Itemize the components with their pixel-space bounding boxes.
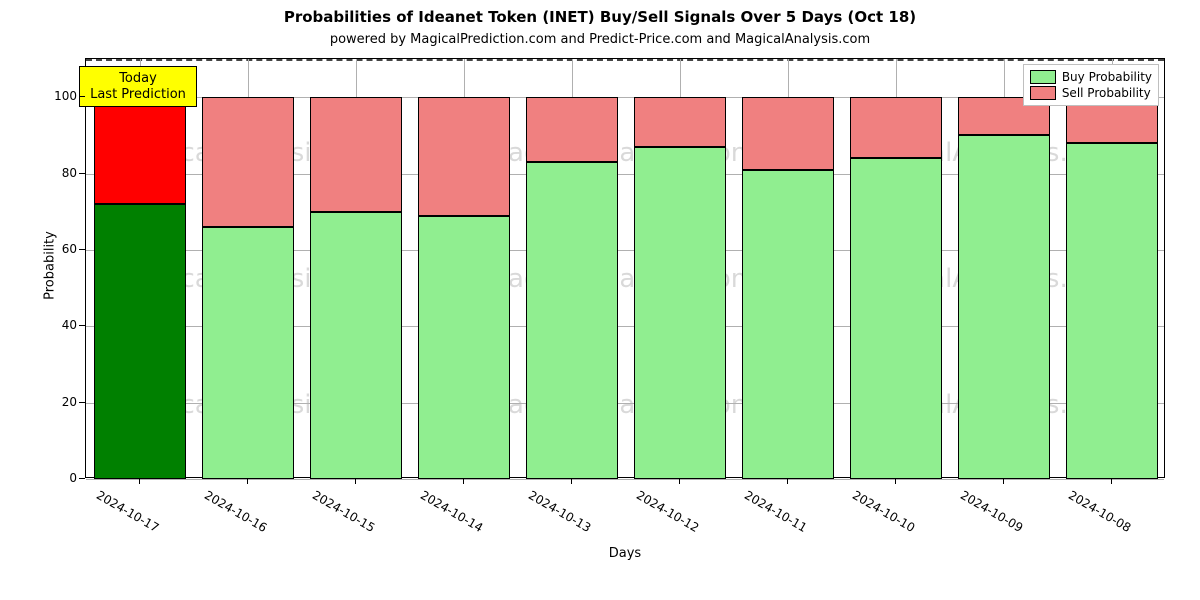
bar-sell <box>742 97 835 170</box>
bar-buy <box>1066 143 1159 479</box>
bar-sell <box>634 97 727 147</box>
xtick-mark <box>139 478 140 484</box>
xtick-label: 2024-10-16 <box>202 488 269 535</box>
bar-buy <box>202 227 295 479</box>
xtick-mark <box>1111 478 1112 484</box>
legend-item: Buy Probability <box>1030 69 1152 85</box>
bar-buy <box>526 162 619 479</box>
bar-sell <box>526 97 619 162</box>
ytick-label: 20 <box>37 395 77 409</box>
callout-line-1: Today <box>90 71 186 87</box>
bar-buy <box>634 147 727 479</box>
ytick-label: 0 <box>37 471 77 485</box>
legend: Buy Probability Sell Probability <box>1023 64 1159 106</box>
xtick-mark <box>247 478 248 484</box>
chart-subtitle: powered by MagicalPrediction.com and Pre… <box>0 32 1200 47</box>
xtick-mark <box>1003 478 1004 484</box>
legend-label: Buy Probability <box>1062 70 1152 84</box>
bar-buy <box>958 135 1051 479</box>
xtick-label: 2024-10-14 <box>418 488 485 535</box>
bar-buy <box>850 158 943 479</box>
ytick-mark <box>79 173 85 174</box>
xtick-mark <box>895 478 896 484</box>
legend-swatch <box>1030 70 1056 84</box>
ytick-label: 60 <box>37 242 77 256</box>
ytick-mark <box>79 249 85 250</box>
bar-buy <box>94 204 187 479</box>
bar-sell <box>94 97 187 204</box>
bar-buy <box>418 216 511 479</box>
ytick-label: 80 <box>37 166 77 180</box>
xtick-label: 2024-10-11 <box>742 488 809 535</box>
chart-title: Probabilities of Ideanet Token (INET) Bu… <box>0 8 1200 26</box>
today-callout: Today Last Prediction <box>79 66 197 107</box>
ytick-label: 40 <box>37 318 77 332</box>
chart-container: Probabilities of Ideanet Token (INET) Bu… <box>0 0 1200 600</box>
xtick-label: 2024-10-15 <box>310 488 377 535</box>
legend-label: Sell Probability <box>1062 86 1151 100</box>
x-axis-label: Days <box>85 546 1165 561</box>
xtick-label: 2024-10-12 <box>634 488 701 535</box>
ytick-mark <box>79 96 85 97</box>
xtick-mark <box>463 478 464 484</box>
bar-sell <box>850 97 943 158</box>
xtick-mark <box>679 478 680 484</box>
xtick-mark <box>787 478 788 484</box>
ytick-mark <box>79 402 85 403</box>
ytick-mark <box>79 478 85 479</box>
bar-sell <box>202 97 295 227</box>
xtick-mark <box>355 478 356 484</box>
legend-swatch <box>1030 86 1056 100</box>
xtick-mark <box>571 478 572 484</box>
bar-buy <box>310 212 403 479</box>
bar-buy <box>742 170 835 479</box>
xtick-label: 2024-10-08 <box>1066 488 1133 535</box>
xtick-label: 2024-10-09 <box>958 488 1025 535</box>
callout-line-2: Last Prediction <box>90 87 186 103</box>
ytick-mark <box>79 325 85 326</box>
legend-item: Sell Probability <box>1030 85 1152 101</box>
ytick-label: 100 <box>37 89 77 103</box>
plot-area: MagicalAnalysis.comMagicalAnalysis.comMa… <box>85 58 1165 478</box>
xtick-label: 2024-10-10 <box>850 488 917 535</box>
y-axis-label: Probability <box>43 226 58 306</box>
xtick-label: 2024-10-13 <box>526 488 593 535</box>
bar-sell <box>310 97 403 212</box>
bar-sell <box>418 97 511 215</box>
xtick-label: 2024-10-17 <box>94 488 161 535</box>
